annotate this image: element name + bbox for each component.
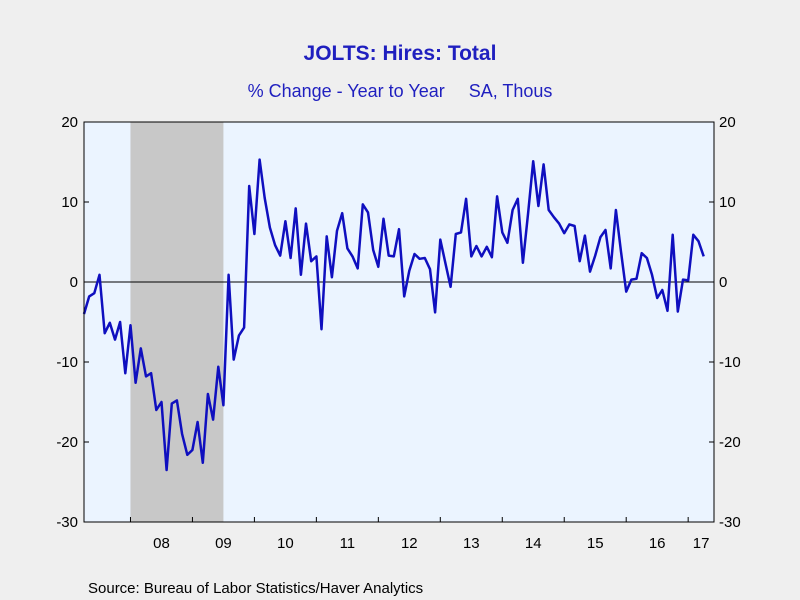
x-tick-label: 13 (463, 535, 480, 552)
y-tick-label-right: 10 (719, 194, 736, 211)
x-tick-label: 17 (693, 535, 710, 552)
x-tick-label: 15 (587, 535, 604, 552)
y-tick-label-right: 0 (719, 274, 727, 291)
series-line-hires (82, 158, 705, 472)
recession-shading (130, 122, 224, 522)
y-tick-label-left: 0 (70, 274, 78, 291)
y-tick-label-right: -30 (719, 514, 741, 531)
chart-subtitle: % Change - Year to Year SA, Thous (248, 81, 553, 101)
x-tick-label: 10 (277, 535, 294, 552)
x-tick-label: 09 (215, 535, 232, 552)
y-tick-label-right: 20 (719, 114, 736, 131)
source-note: Source: Bureau of Labor Statistics/Haver… (88, 580, 423, 597)
x-tick-label: 14 (525, 535, 542, 552)
x-tick-label: 08 (153, 535, 170, 552)
y-tick-label-left: -30 (56, 514, 78, 531)
subtitle-measure: % Change - Year to Year (248, 81, 445, 101)
x-tick-label: 16 (649, 535, 666, 552)
y-tick-label-right: -20 (719, 434, 741, 451)
chart-title: JOLTS: Hires: Total (304, 42, 497, 65)
y-tick-label-left: 20 (61, 114, 78, 131)
subtitle-units: SA, Thous (469, 81, 553, 101)
plot-frame (83, 121, 715, 523)
y-tick-label-left: -20 (56, 434, 78, 451)
y-tick-label-left: -10 (56, 354, 78, 371)
y-tick-label-right: -10 (719, 354, 741, 371)
y-tick-label-left: 10 (61, 194, 78, 211)
x-tick-label: 11 (340, 535, 356, 552)
x-tick-label: 12 (401, 535, 418, 552)
axes: 20 20 10 10 0 0 -10 -10 -20 -20 -30 -30 08 09 10 11 12 13… (56, 114, 740, 552)
